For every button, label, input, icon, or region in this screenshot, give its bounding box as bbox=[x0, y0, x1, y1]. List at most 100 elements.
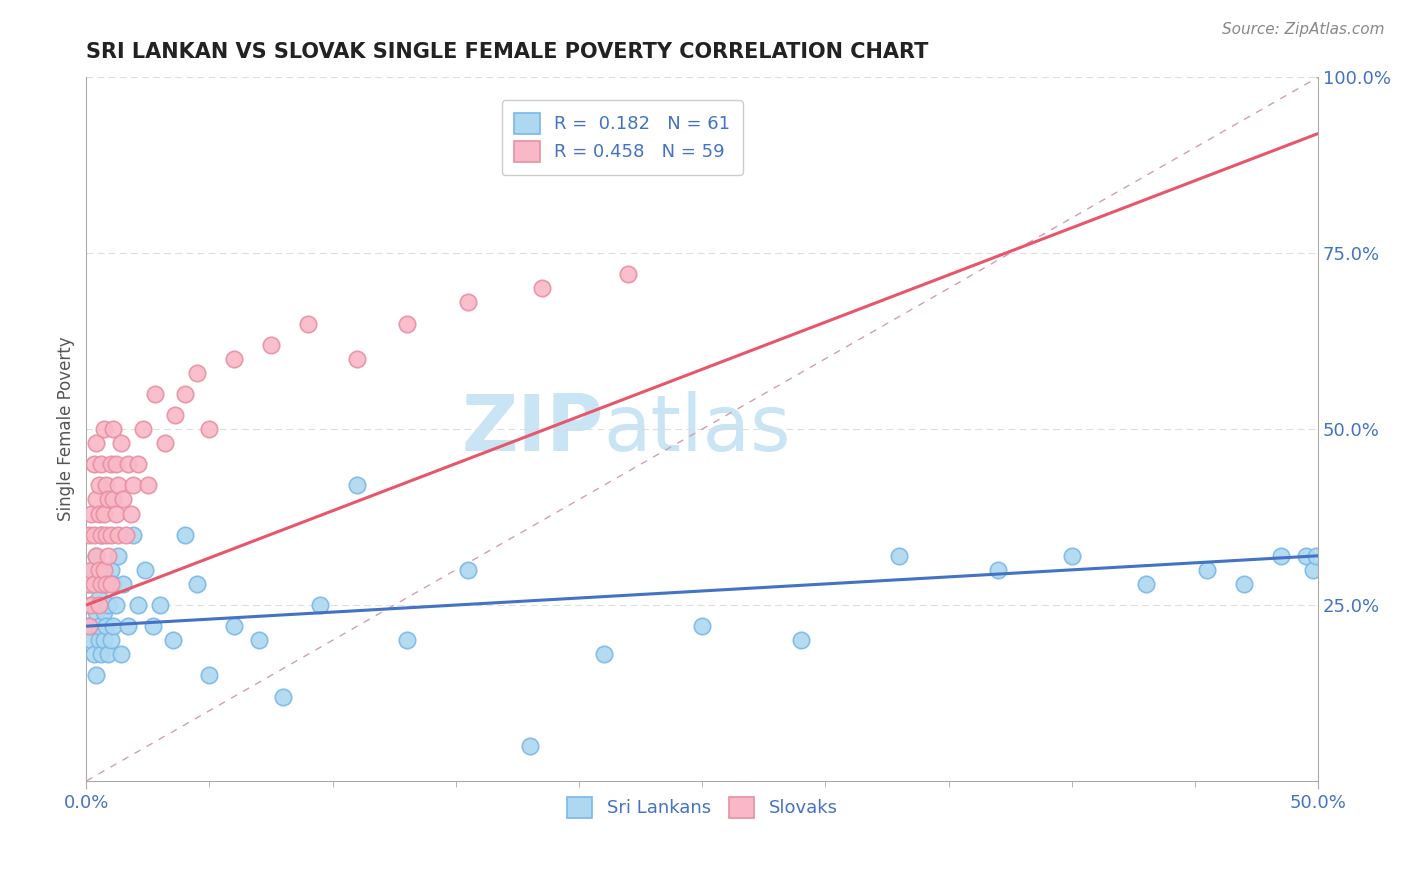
Point bbox=[93, 563, 115, 577]
Point bbox=[94, 478, 117, 492]
Point bbox=[84, 549, 107, 563]
Point bbox=[531, 281, 554, 295]
Point bbox=[224, 351, 246, 366]
Point bbox=[93, 563, 115, 577]
Point bbox=[790, 633, 813, 648]
Point bbox=[592, 648, 614, 662]
Point bbox=[100, 633, 122, 648]
Point bbox=[127, 458, 149, 472]
Point bbox=[94, 619, 117, 633]
Point bbox=[162, 633, 184, 648]
Point bbox=[90, 577, 112, 591]
Point bbox=[617, 267, 640, 281]
Point bbox=[94, 577, 117, 591]
Point bbox=[457, 295, 479, 310]
Point bbox=[83, 648, 105, 662]
Text: atlas: atlas bbox=[603, 391, 792, 467]
Point bbox=[142, 619, 165, 633]
Point bbox=[136, 478, 159, 492]
Point bbox=[94, 527, 117, 541]
Point bbox=[186, 577, 208, 591]
Point bbox=[1295, 549, 1317, 563]
Point bbox=[84, 605, 107, 619]
Point bbox=[90, 577, 112, 591]
Point bbox=[1197, 563, 1219, 577]
Point bbox=[134, 563, 156, 577]
Point bbox=[163, 408, 186, 422]
Point bbox=[90, 648, 112, 662]
Point bbox=[77, 527, 100, 541]
Point bbox=[83, 458, 105, 472]
Point bbox=[117, 458, 139, 472]
Point bbox=[103, 577, 125, 591]
Point bbox=[889, 549, 911, 563]
Point bbox=[309, 598, 332, 612]
Point bbox=[346, 478, 368, 492]
Point bbox=[80, 507, 103, 521]
Point bbox=[198, 422, 221, 436]
Point bbox=[93, 507, 115, 521]
Point bbox=[77, 577, 100, 591]
Point bbox=[395, 633, 418, 648]
Point bbox=[87, 507, 110, 521]
Point bbox=[93, 422, 115, 436]
Point bbox=[103, 619, 125, 633]
Point bbox=[80, 633, 103, 648]
Point bbox=[260, 337, 283, 351]
Point bbox=[97, 598, 120, 612]
Point bbox=[87, 619, 110, 633]
Point bbox=[97, 492, 120, 507]
Point bbox=[80, 563, 103, 577]
Point bbox=[1135, 577, 1157, 591]
Point bbox=[114, 527, 136, 541]
Legend: Sri Lankans, Slovaks: Sri Lankans, Slovaks bbox=[560, 789, 845, 825]
Point bbox=[97, 648, 120, 662]
Point bbox=[104, 458, 127, 472]
Point bbox=[395, 317, 418, 331]
Point bbox=[1270, 549, 1292, 563]
Point bbox=[93, 633, 115, 648]
Point bbox=[97, 549, 120, 563]
Point bbox=[143, 387, 166, 401]
Point bbox=[83, 577, 105, 591]
Point bbox=[224, 619, 246, 633]
Y-axis label: Single Female Poverty: Single Female Poverty bbox=[58, 337, 75, 522]
Point bbox=[127, 598, 149, 612]
Point bbox=[173, 387, 195, 401]
Point bbox=[80, 598, 103, 612]
Point bbox=[297, 317, 319, 331]
Point bbox=[83, 563, 105, 577]
Point bbox=[84, 668, 107, 682]
Point bbox=[80, 598, 103, 612]
Point bbox=[173, 527, 195, 541]
Point bbox=[103, 492, 125, 507]
Point bbox=[153, 436, 176, 450]
Point bbox=[110, 436, 132, 450]
Point bbox=[104, 598, 127, 612]
Point bbox=[247, 633, 270, 648]
Point bbox=[84, 492, 107, 507]
Point bbox=[77, 577, 100, 591]
Point bbox=[110, 648, 132, 662]
Point bbox=[84, 436, 107, 450]
Point bbox=[198, 668, 221, 682]
Point bbox=[100, 577, 122, 591]
Point bbox=[457, 563, 479, 577]
Point bbox=[273, 690, 295, 704]
Point bbox=[107, 527, 129, 541]
Point bbox=[186, 366, 208, 380]
Point bbox=[90, 458, 112, 472]
Point bbox=[132, 422, 155, 436]
Point bbox=[87, 598, 110, 612]
Point bbox=[94, 577, 117, 591]
Point bbox=[117, 619, 139, 633]
Text: SRI LANKAN VS SLOVAK SINGLE FEMALE POVERTY CORRELATION CHART: SRI LANKAN VS SLOVAK SINGLE FEMALE POVER… bbox=[86, 42, 929, 62]
Point bbox=[87, 478, 110, 492]
Point bbox=[104, 507, 127, 521]
Point bbox=[90, 527, 112, 541]
Point bbox=[84, 549, 107, 563]
Point bbox=[90, 527, 112, 541]
Point bbox=[107, 549, 129, 563]
Point bbox=[122, 478, 145, 492]
Point bbox=[87, 633, 110, 648]
